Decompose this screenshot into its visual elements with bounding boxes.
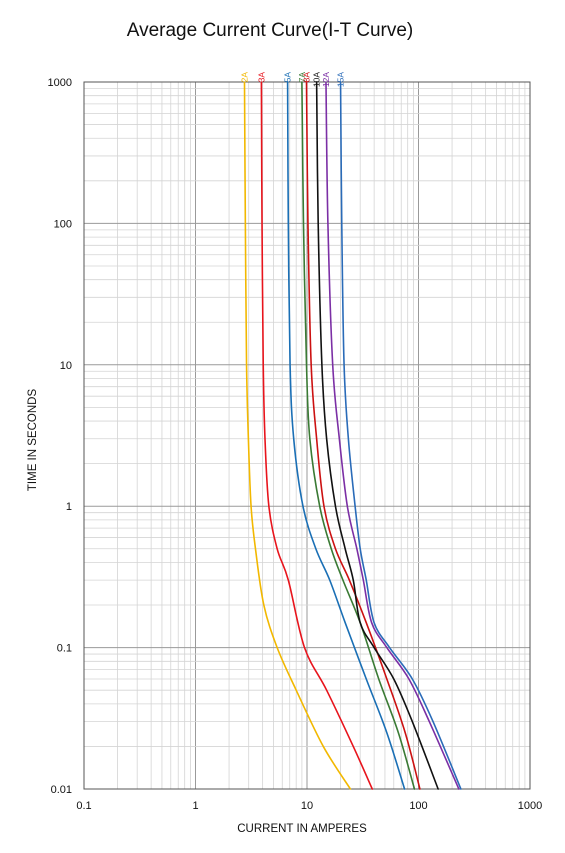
y-tick-labels: 0.01 0.1 1 10 100 1000 xyxy=(48,77,72,796)
curve-2a xyxy=(243,81,352,790)
curve-15a xyxy=(339,81,462,790)
y-tick-label: 0.01 xyxy=(51,784,72,796)
x-tick-label: 10 xyxy=(301,800,313,812)
x-tick-label: 0.1 xyxy=(76,800,91,812)
x-axis-label: CURRENT IN AMPERES xyxy=(237,823,367,835)
curve-3a xyxy=(260,81,374,790)
y-tick-label: 1 xyxy=(66,501,72,513)
curve-label-15a: 15A xyxy=(336,72,346,87)
curve-12a xyxy=(325,81,460,790)
curve-label-10a: 10A xyxy=(312,72,322,87)
curve-label-5a: 5A xyxy=(283,72,293,83)
x-tick-label: 1000 xyxy=(518,800,542,812)
curve-label-7a: 7A xyxy=(297,72,307,83)
curves-group xyxy=(243,81,462,790)
curve-label-3a: 3A xyxy=(256,72,266,83)
curve-label-8a: 8A xyxy=(302,72,312,83)
y-tick-label: 100 xyxy=(54,218,72,230)
curve-8a xyxy=(305,81,421,790)
curve-5a xyxy=(286,81,406,790)
x-tick-label: 1 xyxy=(192,800,198,812)
x-tick-label: 100 xyxy=(409,800,427,812)
curve-10a xyxy=(315,81,439,790)
y-tick-label: 0.1 xyxy=(57,643,72,655)
curve-label-12a: 12A xyxy=(321,72,331,87)
y-tick-label: 1000 xyxy=(48,77,72,89)
chart-title: Average Current Curve(I-T Curve) xyxy=(127,20,414,41)
x-tick-labels: 0.1 1 10 100 1000 xyxy=(76,800,542,812)
y-axis-label: TIME IN SECONDS xyxy=(27,389,39,492)
curve-label-2a: 2A xyxy=(240,72,250,83)
curve-7a xyxy=(301,81,416,790)
y-tick-label: 10 xyxy=(60,360,72,372)
